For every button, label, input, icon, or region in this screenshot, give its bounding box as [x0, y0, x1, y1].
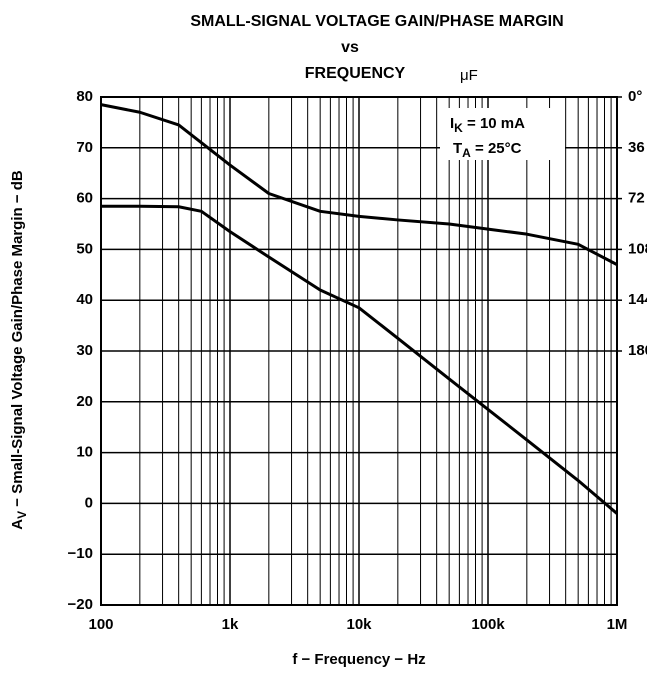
y2-tick-label: 36	[628, 139, 645, 156]
y-tick-label: −10	[68, 545, 93, 562]
x-axis-label: f − Frequency − Hz	[292, 651, 425, 668]
annotation-sub: A	[462, 146, 471, 160]
y-tick-label: 10	[76, 444, 93, 461]
x-tick-label: 1M	[607, 616, 628, 633]
annotation: TA = 25°C	[453, 140, 522, 160]
annotation: IK = 10 mA	[450, 115, 525, 135]
y-tick-label: −20	[68, 596, 93, 613]
annotation-part: I	[450, 115, 454, 132]
chart-title: SMALL-SIGNAL VOLTAGE GAIN/PHASE MARGIN	[190, 13, 563, 30]
annotation-sub: K	[454, 121, 463, 135]
annotation: μF	[460, 67, 478, 84]
y-axis-label-part: A	[9, 519, 26, 530]
y-tick-label: 60	[76, 190, 93, 207]
y-tick-label: 80	[76, 88, 93, 105]
annotation-part: = 25°C	[471, 140, 522, 157]
y2-tick-label: 180	[628, 342, 647, 359]
y2-tick-label: 0°	[628, 88, 642, 105]
x-tick-label: 100	[88, 616, 113, 633]
y2-tick-label: 72	[628, 190, 645, 207]
y-axis-label: AV − Small-Signal Voltage Gain/Phase Mar…	[9, 170, 29, 530]
annotation-part: = 10 mA	[463, 115, 525, 132]
y-axis-label-sub: V	[15, 511, 29, 519]
x-tick-label: 10k	[346, 616, 372, 633]
y-tick-label: 20	[76, 393, 93, 410]
y-tick-label: 70	[76, 139, 93, 156]
y-tick-label: 50	[76, 240, 93, 257]
chart-title: FREQUENCY	[305, 65, 406, 82]
x-tick-label: 100k	[471, 616, 505, 633]
plot-frame	[100, 96, 618, 606]
y2-tick-label: 144	[628, 291, 647, 308]
y-tick-label: 30	[76, 342, 93, 359]
legend-box	[440, 108, 565, 160]
y-tick-label: 0	[85, 494, 93, 511]
chart-title: vs	[341, 39, 359, 56]
data-line	[101, 204, 618, 515]
annotation-part: T	[453, 140, 462, 157]
y2-tick-label: 108	[628, 240, 647, 257]
x-tick-label: 1k	[222, 616, 239, 633]
data-line	[100, 103, 618, 266]
y-axis-label-part: − Small-Signal Voltage Gain/Phase Margin…	[9, 170, 26, 511]
y-tick-label: 40	[76, 291, 93, 308]
